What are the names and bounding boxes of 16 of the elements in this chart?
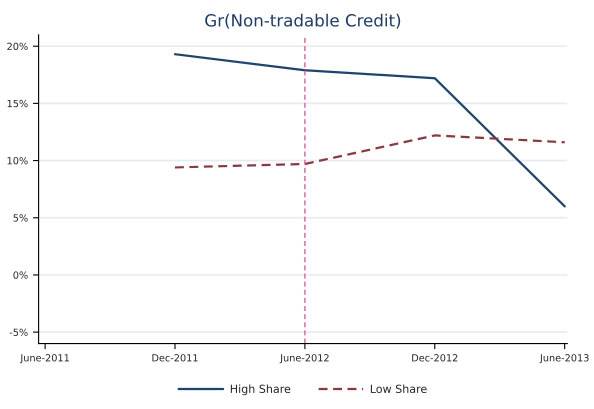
chart-title: Gr(Non-tradable Credit) xyxy=(205,14,400,29)
x-tick-label: June-2011 xyxy=(20,354,69,364)
y-tick-label: 10% xyxy=(8,157,28,164)
y-tick-label: 15% xyxy=(8,100,28,108)
line-series xyxy=(174,134,566,169)
y-tick-label: 5% xyxy=(14,214,28,222)
x-tick-label: June-2013 xyxy=(539,354,589,364)
legend-label: Low Share xyxy=(370,384,427,394)
x-tick-label: June-2012 xyxy=(280,354,329,364)
x-tick-label: Dec-2012 xyxy=(412,354,458,362)
x-tick-label: Dec-2011 xyxy=(152,354,198,362)
legend-label: High Share xyxy=(230,384,290,396)
y-tick-label: 20% xyxy=(7,42,28,50)
line-series xyxy=(174,53,566,208)
y-tick-label: -5% xyxy=(10,328,28,336)
y-tick-label: 0% xyxy=(13,271,28,279)
